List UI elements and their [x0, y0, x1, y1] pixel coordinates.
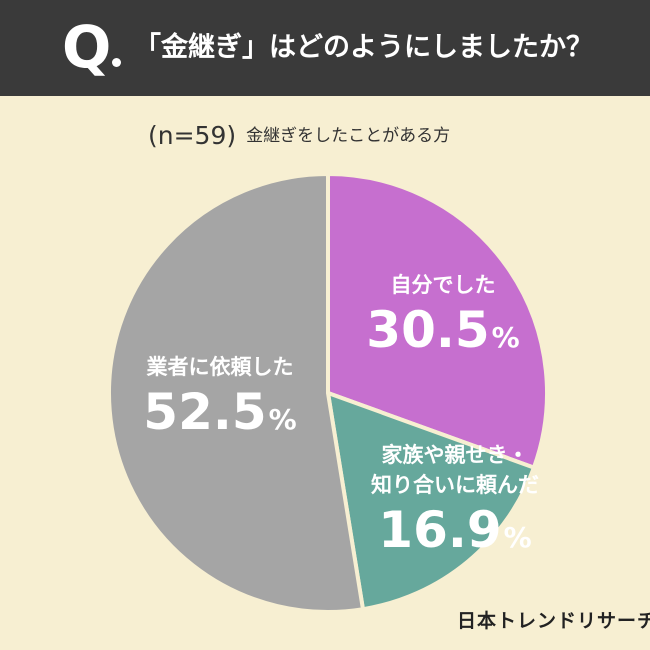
pie-slice-self	[326, 172, 549, 470]
slice-value-vendor: 52.5%	[120, 382, 320, 450]
sample-description: 金継ぎをしたことがある方	[246, 126, 451, 146]
slice-number-self: 30.5	[366, 301, 490, 359]
header-bar: Q 「金継ぎ」はどのようにしましたか？	[0, 0, 650, 96]
slice-label-family: 家族や親せき・ 知り合いに頼んだ 16.9%	[350, 440, 560, 568]
pie-slice-family	[326, 391, 536, 612]
slice-unit-self: %	[491, 321, 520, 354]
slice-label-vendor: 業者に依頼した 52.5%	[120, 352, 320, 450]
slice-unit-vendor: %	[268, 403, 297, 436]
sample-info: (n=59) 金継ぎをしたことがある方	[148, 118, 450, 154]
q-dot-icon	[112, 58, 121, 67]
brand-logo: 日本トレンドリサーチ	[457, 610, 650, 632]
slice-name-family-line2: 知り合いに頼んだ	[371, 473, 539, 497]
slice-number-family: 16.9	[378, 501, 502, 559]
slice-value-self: 30.5%	[348, 300, 538, 368]
slice-unit-family: %	[503, 521, 532, 554]
slice-label-self: 自分でした 30.5%	[348, 270, 538, 368]
slice-number-vendor: 52.5	[143, 383, 267, 441]
pie-slice-vendor	[107, 172, 365, 614]
q-mark: Q	[62, 13, 112, 81]
slice-name-vendor: 業者に依頼した	[146, 355, 294, 379]
question-title: 「金継ぎ」はどのようにしましたか？	[134, 32, 593, 63]
slice-value-family: 16.9%	[350, 500, 560, 568]
slice-name-family-line1: 家族や親せき・	[381, 443, 529, 467]
sample-size: (n=59)	[148, 121, 237, 150]
slice-name-self: 自分でした	[390, 273, 496, 297]
